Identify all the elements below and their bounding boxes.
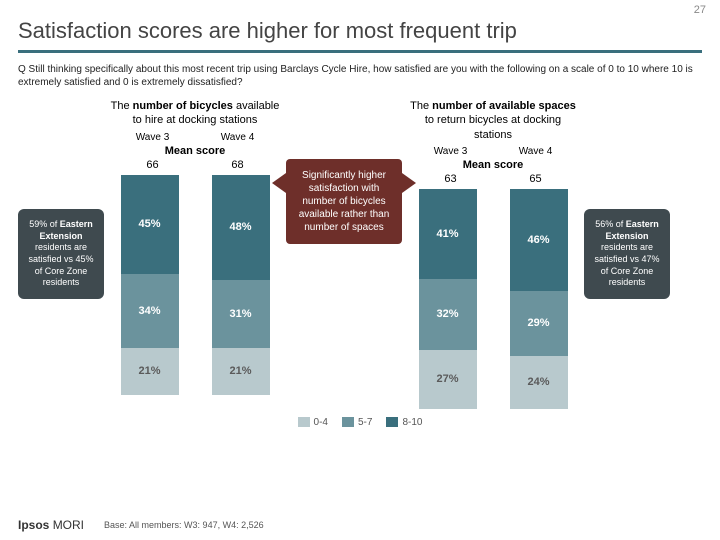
- logo: Ipsos MORI: [18, 518, 84, 532]
- legend: 0-4 5-7 8-10: [18, 417, 702, 428]
- page-title: Satisfaction scores are higher for most …: [18, 18, 702, 44]
- legend-swatch: [386, 417, 398, 427]
- mean-score: 68: [231, 159, 243, 171]
- right-callout-region: Eastern Extension: [605, 219, 658, 241]
- legend-label: 8-10: [402, 417, 422, 428]
- question-text: Q Still thinking specifically about this…: [18, 63, 702, 89]
- bar-segment: 21%: [121, 348, 179, 394]
- stacked-bar: 46%29%24%: [510, 189, 568, 409]
- legend-swatch: [298, 417, 310, 427]
- stacked-bar: 41%32%27%: [419, 189, 477, 409]
- bar-segment: 32%: [419, 279, 477, 349]
- center-callout-text: Significantly higher satisfaction with n…: [299, 170, 390, 233]
- mean-score: 65: [529, 173, 541, 185]
- bar-segment: 31%: [212, 280, 270, 348]
- page-number: 27: [694, 4, 706, 16]
- bar-segment: 34%: [121, 274, 179, 349]
- legend-item: 8-10: [386, 417, 422, 428]
- arrow-right-icon: [402, 173, 416, 193]
- legend-swatch: [342, 417, 354, 427]
- wave-label: Wave 4: [221, 132, 255, 143]
- arrow-left-icon: [272, 173, 286, 193]
- legend-item: 5-7: [342, 417, 372, 428]
- mean-label: Mean score: [408, 159, 578, 171]
- mean-label: Mean score: [110, 145, 280, 157]
- chart-subtitle: The number of bicycles available to hire…: [110, 99, 280, 128]
- footer: Ipsos MORI Base: All members: W3: 947, W…: [18, 518, 264, 532]
- title-rule: [18, 50, 702, 53]
- left-callout-rest: residents are satisfied vs 45% of Core Z…: [28, 242, 93, 287]
- right-callout: 56% of Eastern Extension residents are s…: [584, 209, 670, 299]
- right-callout-rest: residents are satisfied vs 47% of Core Z…: [594, 242, 659, 287]
- wave-label: Wave 4: [519, 146, 553, 157]
- bar-segment: 24%: [510, 356, 568, 409]
- chart-subtitle: The number of available spaces to return…: [408, 99, 578, 142]
- stacked-bar: 48%31%21%: [212, 175, 270, 395]
- mean-score: 66: [146, 159, 158, 171]
- chart-grid: 59% of Eastern Extension residents are s…: [18, 99, 702, 409]
- wave-label: Wave 3: [434, 146, 468, 157]
- bar-segment: 48%: [212, 175, 270, 281]
- bar-segment: 46%: [510, 189, 568, 291]
- legend-label: 5-7: [358, 417, 372, 428]
- mean-score: 63: [444, 173, 456, 185]
- bar-segment: 45%: [121, 175, 179, 274]
- left-callout: 59% of Eastern Extension residents are s…: [18, 209, 104, 299]
- right-callout-pct: 56%: [595, 219, 613, 229]
- bar-segment: 21%: [212, 348, 270, 394]
- left-callout-region: Eastern Extension: [39, 219, 92, 241]
- bar-segment: 29%: [510, 291, 568, 355]
- wave-label: Wave 3: [136, 132, 170, 143]
- stacked-bar: 45%34%21%: [121, 175, 179, 395]
- legend-item: 0-4: [298, 417, 328, 428]
- chart-block-0: The number of bicycles available to hire…: [110, 99, 280, 395]
- bar-segment: 41%: [419, 189, 477, 279]
- left-callout-pct: 59%: [29, 219, 47, 229]
- chart-block-1: The number of available spaces to return…: [408, 99, 578, 409]
- bar-segment: 27%: [419, 350, 477, 409]
- center-callout: Significantly higher satisfaction with n…: [286, 159, 402, 244]
- base-text: Base: All members: W3: 947, W4: 2,526: [104, 520, 264, 530]
- legend-label: 0-4: [314, 417, 328, 428]
